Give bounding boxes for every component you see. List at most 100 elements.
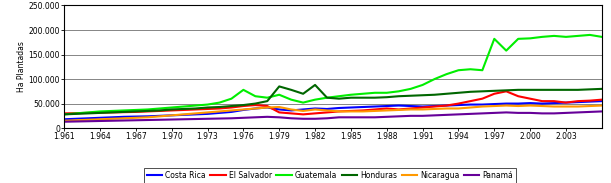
- Nicaragua: [503, 104, 510, 107]
- Honduras: [371, 97, 378, 99]
- El Salvador: [514, 95, 522, 97]
- Nicaragua: [574, 105, 582, 108]
- Panamá: [527, 112, 534, 114]
- Costa Rica: [491, 103, 498, 105]
- Panamá: [97, 120, 104, 122]
- Guatemala: [299, 102, 307, 104]
- Panamá: [491, 112, 498, 114]
- El Salvador: [276, 111, 283, 113]
- Honduras: [359, 97, 367, 99]
- Line: Panamá: Panamá: [64, 111, 602, 122]
- Guatemala: [562, 36, 569, 38]
- Costa Rica: [180, 114, 188, 116]
- Honduras: [108, 111, 115, 113]
- Honduras: [168, 108, 175, 111]
- Honduras: [562, 89, 569, 91]
- Honduras: [216, 106, 223, 108]
- El Salvador: [323, 111, 331, 113]
- Honduras: [551, 89, 558, 91]
- Guatemala: [478, 69, 486, 71]
- Nicaragua: [359, 110, 367, 113]
- Panamá: [467, 113, 474, 115]
- Honduras: [574, 89, 582, 91]
- Nicaragua: [431, 108, 438, 110]
- Guatemala: [132, 109, 139, 111]
- Costa Rica: [132, 115, 139, 118]
- Nicaragua: [598, 104, 606, 107]
- Nicaragua: [156, 115, 163, 117]
- Panamá: [299, 118, 307, 120]
- Nicaragua: [168, 114, 175, 116]
- El Salvador: [84, 112, 92, 114]
- Honduras: [347, 97, 354, 99]
- Nicaragua: [538, 105, 546, 107]
- Honduras: [395, 95, 403, 97]
- Honduras: [84, 112, 92, 115]
- Guatemala: [228, 98, 235, 100]
- Panamá: [383, 116, 390, 118]
- Guatemala: [276, 94, 283, 96]
- El Salvador: [299, 113, 307, 115]
- Guatemala: [491, 38, 498, 40]
- El Salvador: [527, 98, 534, 100]
- Honduras: [383, 96, 390, 98]
- Panamá: [108, 120, 115, 122]
- Nicaragua: [84, 119, 92, 121]
- Nicaragua: [144, 116, 152, 118]
- Panamá: [562, 112, 569, 114]
- Guatemala: [204, 103, 211, 106]
- El Salvador: [252, 104, 259, 106]
- Honduras: [503, 89, 510, 92]
- Panamá: [240, 117, 247, 119]
- Panamá: [347, 116, 354, 118]
- Panamá: [323, 117, 331, 119]
- Nicaragua: [120, 117, 128, 119]
- Nicaragua: [312, 108, 319, 111]
- Y-axis label: Ha Plantadas: Ha Plantadas: [16, 41, 26, 92]
- El Salvador: [443, 104, 450, 107]
- Guatemala: [335, 95, 343, 97]
- Line: Costa Rica: Costa Rica: [64, 101, 602, 119]
- Honduras: [455, 92, 462, 94]
- Panamá: [84, 120, 92, 122]
- Panamá: [132, 119, 139, 121]
- El Salvador: [419, 106, 426, 109]
- Nicaragua: [586, 105, 593, 107]
- Line: El Salvador: El Salvador: [64, 91, 602, 114]
- Legend: Costa Rica, El Salvador, Guatemala, Honduras, Nicaragua, Panamá: Costa Rica, El Salvador, Guatemala, Hond…: [144, 168, 516, 183]
- Nicaragua: [288, 108, 295, 111]
- Honduras: [491, 90, 498, 92]
- El Salvador: [586, 100, 593, 102]
- Guatemala: [538, 36, 546, 38]
- El Salvador: [144, 110, 152, 113]
- Guatemala: [180, 105, 188, 108]
- Nicaragua: [395, 109, 403, 111]
- Panamá: [288, 117, 295, 119]
- Guatemala: [359, 93, 367, 95]
- Panamá: [419, 115, 426, 117]
- Guatemala: [97, 110, 104, 113]
- Costa Rica: [538, 102, 546, 105]
- Guatemala: [312, 99, 319, 101]
- Panamá: [551, 112, 558, 115]
- El Salvador: [503, 90, 510, 92]
- Panamá: [252, 116, 259, 118]
- El Salvador: [395, 108, 403, 111]
- Nicaragua: [383, 109, 390, 112]
- Honduras: [598, 88, 606, 90]
- El Salvador: [455, 102, 462, 105]
- Nicaragua: [276, 106, 283, 108]
- Guatemala: [395, 90, 403, 92]
- Costa Rica: [120, 116, 128, 118]
- El Salvador: [192, 108, 199, 111]
- El Salvador: [204, 108, 211, 110]
- Honduras: [252, 102, 259, 105]
- Nicaragua: [228, 109, 235, 112]
- Nicaragua: [192, 112, 199, 115]
- Guatemala: [252, 95, 259, 97]
- Honduras: [431, 94, 438, 96]
- El Salvador: [562, 102, 569, 104]
- Nicaragua: [407, 108, 414, 111]
- Nicaragua: [527, 104, 534, 107]
- Costa Rica: [288, 109, 295, 112]
